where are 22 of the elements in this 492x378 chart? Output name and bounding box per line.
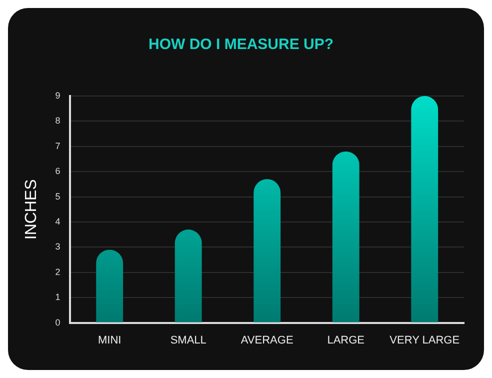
- y-tick-label: 7: [55, 140, 60, 151]
- x-tick-label: VERY LARGE: [390, 334, 460, 346]
- y-tick-label: 3: [55, 242, 60, 252]
- bar: [332, 151, 360, 322]
- y-tick-label: 4: [55, 216, 60, 226]
- bar: [411, 96, 438, 322]
- x-tick-label: LARGE: [327, 334, 365, 346]
- bar: [254, 179, 281, 322]
- y-tick-label: 0: [55, 317, 60, 328]
- y-tick-label: 2: [55, 266, 60, 277]
- x-tick-label: AVERAGE: [240, 334, 294, 346]
- chart-title: HOW DO I MEASURE UP?: [148, 36, 334, 54]
- y-tick-label: 6: [55, 166, 60, 176]
- y-tick-label: 5: [55, 191, 60, 202]
- x-tick-label: SMALL: [170, 334, 206, 346]
- y-tick-label: 9: [55, 90, 60, 100]
- y-tick-label: 1: [55, 292, 60, 302]
- bar: [96, 250, 124, 322]
- x-tick-label: MINI: [98, 334, 122, 346]
- y-axis-title: INCHES: [23, 179, 40, 240]
- bar: [174, 230, 202, 322]
- y-tick-label: 8: [55, 116, 60, 126]
